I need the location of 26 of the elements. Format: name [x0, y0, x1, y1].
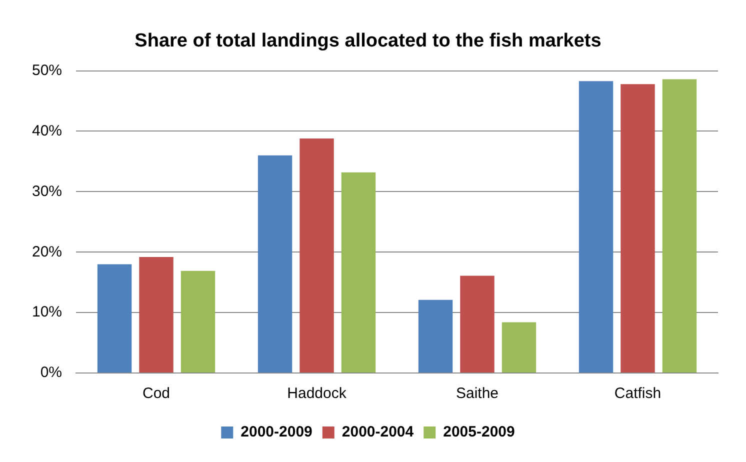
x-tick-label: Catfish [614, 385, 662, 402]
y-tick-label: 10% [32, 304, 62, 321]
legend-label: 2000-2009 [240, 424, 312, 441]
bar [258, 155, 292, 372]
bar [139, 256, 174, 372]
chart-title: Share of total landings allocated to the fish markets [134, 30, 602, 52]
legend-label: 2005-2009 [443, 424, 515, 441]
y-tick-label: 30% [32, 182, 62, 200]
bar [662, 79, 697, 372]
y-tick-label: 50% [32, 62, 62, 79]
x-tick-label: Saithe [456, 385, 499, 402]
y-tick-label: 40% [32, 122, 62, 140]
bar [502, 322, 536, 372]
bar [97, 264, 132, 372]
bar [180, 270, 216, 372]
bar [300, 138, 334, 372]
x-tick-label: Cod [142, 385, 170, 402]
y-tick-label: 0% [40, 364, 62, 382]
bar [460, 276, 494, 372]
bar [620, 84, 655, 372]
bar [418, 300, 453, 372]
x-tick-label: Haddock [287, 385, 347, 402]
bar [578, 81, 614, 372]
y-tick-label: 20% [32, 243, 62, 260]
bar [341, 172, 376, 372]
legend-label: 2000-2004 [342, 424, 414, 441]
